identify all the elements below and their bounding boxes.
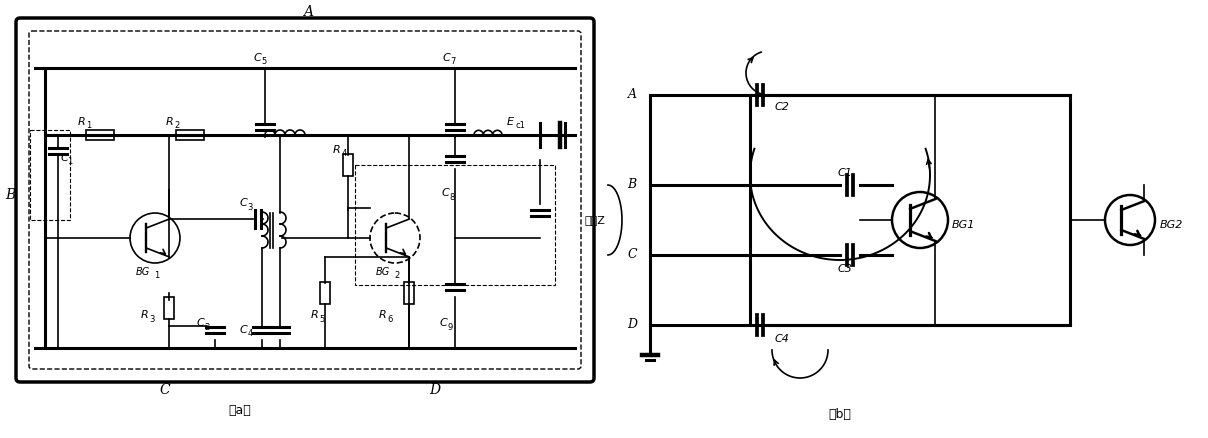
Text: （a）: （a） [228,403,251,417]
Text: C3: C3 [837,264,853,274]
Text: 3: 3 [248,202,252,212]
Text: 3: 3 [150,314,155,324]
Text: R: R [79,117,86,127]
Text: C1: C1 [837,168,853,178]
Text: R: R [141,310,149,320]
Text: 5: 5 [319,314,325,324]
Text: C: C [442,53,449,63]
Bar [86,130,114,140]
Text: E: E [506,117,513,127]
Text: C: C [196,318,204,328]
Bar [355,165,554,285]
Text: 1: 1 [68,158,72,166]
Text: R: R [312,310,319,320]
Text: C4: C4 [774,334,790,344]
Text: B: B [627,179,637,191]
Text: C: C [60,153,68,163]
Bar [320,282,330,304]
Text: BG2: BG2 [1160,220,1184,230]
Bar [343,154,353,176]
Text: 2: 2 [204,322,210,332]
Bar [164,297,174,319]
Text: BG: BG [135,267,150,277]
Text: （b）: （b） [829,409,852,421]
Text: 7: 7 [451,57,455,67]
Text: c1: c1 [515,121,525,131]
Text: C2: C2 [774,102,790,112]
Text: 1: 1 [155,271,159,279]
Text: R: R [333,145,341,155]
Text: 6: 6 [388,314,393,324]
Text: C: C [239,325,246,335]
Text: 2: 2 [174,121,180,131]
Text: 共阻Z: 共阻Z [585,215,605,225]
Text: 9: 9 [447,322,453,332]
Text: R: R [379,310,387,320]
Text: BG1: BG1 [952,220,975,230]
Text: 1: 1 [87,121,92,131]
Bar [750,95,1070,325]
Text: BG: BG [376,267,390,277]
Text: C: C [627,248,637,261]
Text: A: A [627,88,637,102]
Text: 8: 8 [449,192,454,201]
Text: B: B [5,188,16,202]
Text: C: C [159,383,170,397]
Text: D: D [429,383,441,397]
Text: A: A [303,5,313,19]
Bar [30,130,70,220]
Text: C: C [254,53,261,63]
Text: 2: 2 [394,271,400,279]
Text: C: C [441,188,449,198]
Text: C: C [440,318,447,328]
Text: C: C [239,198,246,208]
Text: 4: 4 [342,149,347,159]
Text: 4: 4 [248,329,252,339]
Text: D: D [627,318,637,332]
Bar [403,282,414,304]
Text: 5: 5 [261,57,267,67]
Text: R: R [167,117,174,127]
Bar [176,130,204,140]
